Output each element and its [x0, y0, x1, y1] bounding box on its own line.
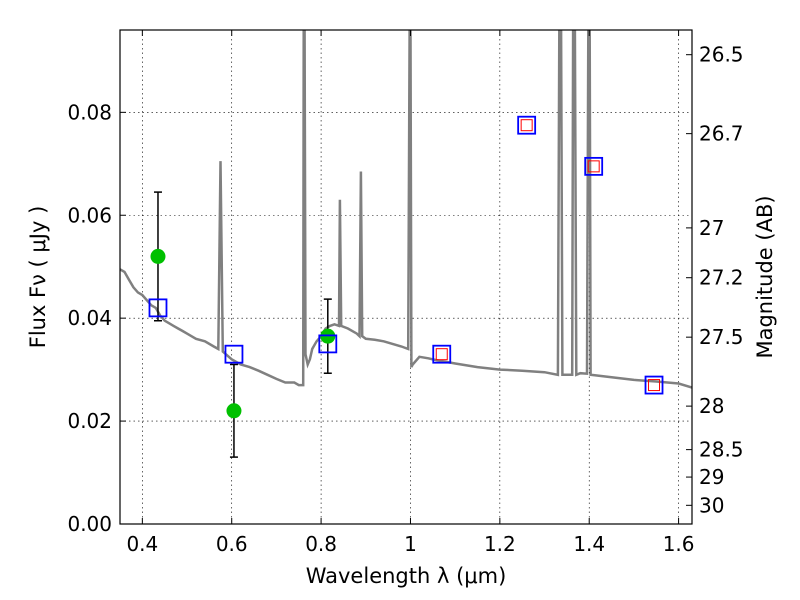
y-tick-label: 0.02	[67, 409, 112, 433]
predicted-square	[520, 119, 533, 132]
measured-point	[226, 403, 242, 419]
y2-tick-label: 27	[699, 216, 724, 240]
predicted-square	[648, 379, 661, 392]
y-tick-label: 0.04	[67, 306, 112, 330]
model-square	[148, 298, 168, 318]
predicted-photometry-squares	[435, 119, 661, 392]
y-axis-title: Flux Fν ( μJy )	[26, 206, 50, 349]
y2-tick-label: 27.5	[699, 325, 744, 349]
y-tick-label: 0.06	[67, 203, 112, 227]
model-square	[432, 344, 452, 364]
model-square	[224, 344, 244, 364]
x-tick-label: 1.2	[484, 532, 516, 556]
y-axis-ticks: 0.00 0.02 0.04 0.06 0.08	[67, 100, 126, 536]
x-tick-label: 1.4	[573, 532, 605, 556]
y2-tick-label: 30	[699, 493, 724, 517]
model-square	[318, 334, 338, 354]
x-tick-label: 0.4	[126, 532, 158, 556]
x-axis-title: Wavelength λ (μm)	[306, 564, 507, 588]
x-axis-ticks: 0.4 0.6 0.8 1 1.2 1.4 1.6	[126, 30, 695, 556]
y2-tick-label: 28	[699, 394, 724, 418]
model-square	[584, 156, 604, 176]
y2-tick-label: 27.2	[699, 266, 744, 290]
plot-area	[120, 30, 692, 458]
y2-axis-ticks: 26.5 26.7 27 27.2 27.5 28 28.5 29 30	[686, 43, 744, 517]
y-tick-label: 0.08	[67, 100, 112, 124]
x-tick-label: 1	[404, 532, 417, 556]
plot-frame	[119, 29, 693, 525]
model-square	[517, 115, 537, 135]
sed-model-line	[120, 30, 692, 389]
predicted-square	[435, 348, 448, 361]
model-photometry-squares	[148, 115, 664, 395]
x-tick-label: 0.8	[305, 532, 337, 556]
x-tick-label: 1.6	[663, 532, 695, 556]
y2-tick-label: 28.5	[699, 438, 744, 462]
model-square	[644, 375, 664, 395]
predicted-square	[587, 160, 600, 173]
y2-tick-label: 29	[699, 465, 724, 489]
x-tick-label: 0.6	[216, 532, 248, 556]
y-tick-label: 0.00	[67, 512, 112, 536]
measured-point	[150, 248, 166, 264]
y2-tick-label: 26.5	[699, 43, 744, 67]
y2-tick-label: 26.7	[699, 122, 744, 146]
y2-axis-title: Magnitude (AB)	[753, 195, 777, 358]
